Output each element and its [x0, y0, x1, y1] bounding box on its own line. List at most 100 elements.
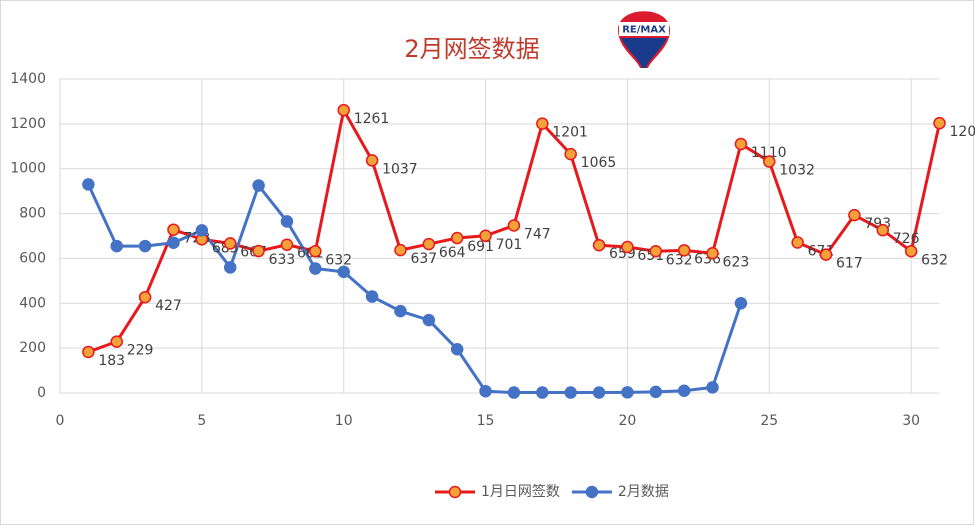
- data-label: 1110: [751, 145, 787, 161]
- point: [280, 238, 294, 251]
- point: [649, 245, 663, 258]
- point: [422, 237, 436, 251]
- point: [167, 236, 180, 249]
- data-label: 691: [467, 239, 494, 255]
- data-label: 701: [496, 237, 523, 253]
- point: [309, 245, 322, 258]
- point: [82, 345, 95, 359]
- point: [649, 385, 663, 399]
- point: [564, 386, 577, 399]
- point: [734, 137, 748, 151]
- point: [507, 386, 521, 399]
- data-label: 617: [836, 256, 863, 272]
- point: [82, 178, 95, 191]
- point: [791, 236, 804, 249]
- point: [280, 215, 294, 228]
- point: [252, 179, 265, 192]
- point: [592, 238, 606, 252]
- point: [195, 224, 209, 237]
- point: [309, 262, 322, 275]
- data-label: 632: [921, 252, 948, 268]
- y-tick-label: 400: [19, 295, 46, 311]
- legend-marker: [448, 485, 462, 499]
- data-label: 664: [439, 245, 466, 261]
- data-label: 1261: [354, 111, 390, 127]
- point: [536, 386, 549, 399]
- data-label: 637: [410, 251, 437, 267]
- point: [763, 155, 776, 168]
- x-tick-label: 20: [619, 413, 637, 429]
- data-label: 747: [524, 226, 551, 242]
- point: [564, 147, 577, 161]
- data-label: 1032: [779, 163, 815, 179]
- y-tick-label: 0: [37, 385, 46, 401]
- y-tick-label: 200: [19, 340, 46, 356]
- point: [621, 386, 634, 399]
- point: [337, 265, 350, 279]
- point: [450, 343, 464, 356]
- x-tick-label: 10: [335, 413, 353, 429]
- x-tick-label: 25: [760, 413, 778, 429]
- point: [706, 247, 719, 260]
- logo-text: RE/MAX: [622, 25, 666, 36]
- point: [138, 290, 152, 304]
- point: [677, 244, 691, 257]
- data-label: 632: [325, 252, 352, 268]
- point: [450, 231, 464, 245]
- point: [223, 237, 237, 250]
- point: [734, 297, 748, 310]
- data-label: 633: [269, 252, 296, 268]
- data-label: 1065: [581, 155, 617, 171]
- point: [479, 229, 492, 243]
- data-label: 427: [155, 298, 182, 314]
- y-tick-label: 1400: [10, 71, 46, 87]
- point: [621, 240, 634, 254]
- point: [110, 335, 123, 348]
- data-label: 1037: [382, 161, 418, 177]
- data-label: 726: [893, 231, 920, 247]
- x-tick-label: 30: [902, 413, 920, 429]
- logo-balloon-bottom: [621, 38, 667, 68]
- point: [904, 245, 918, 258]
- data-label: 229: [127, 343, 154, 359]
- point: [507, 219, 521, 232]
- point: [479, 384, 492, 398]
- point: [110, 239, 123, 253]
- point: [677, 384, 691, 398]
- logo-band: [619, 22, 669, 36]
- point: [167, 223, 180, 236]
- point: [819, 248, 833, 261]
- chart-title: 2月网签数据: [404, 35, 539, 63]
- legend-label: 2月数据: [618, 484, 669, 500]
- point: [933, 116, 946, 130]
- point: [592, 386, 606, 399]
- point: [876, 223, 890, 237]
- data-label: 1203: [950, 124, 975, 140]
- point: [252, 244, 265, 258]
- y-tick-label: 800: [19, 206, 46, 222]
- point: [394, 304, 407, 318]
- data-label: 183: [98, 353, 125, 369]
- legend-label: 1月日网签数: [481, 483, 560, 500]
- point: [536, 117, 549, 130]
- data-label: 623: [723, 254, 750, 270]
- legend-marker: [585, 485, 599, 499]
- point: [365, 154, 379, 167]
- x-tick-label: 15: [477, 413, 495, 429]
- point: [138, 239, 152, 253]
- point: [848, 208, 861, 222]
- y-tick-label: 600: [19, 250, 46, 266]
- data-label: 1201: [552, 125, 588, 141]
- x-tick-label: 5: [197, 413, 206, 429]
- point: [365, 290, 379, 303]
- y-tick-label: 1000: [10, 161, 46, 177]
- point: [422, 313, 436, 327]
- logo: RE/MAX: [618, 11, 670, 68]
- y-tick-label: 1200: [10, 116, 46, 132]
- x-tick-label: 0: [56, 413, 65, 429]
- point: [706, 381, 719, 394]
- point: [223, 261, 237, 274]
